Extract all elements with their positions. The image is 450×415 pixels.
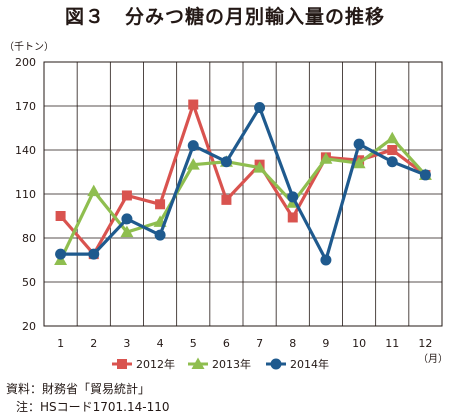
series-2014年 [55, 101, 431, 266]
y-tick-label: 110 [15, 188, 36, 201]
data-point [155, 199, 166, 210]
x-tick-label: 12 [418, 337, 432, 350]
y-tick-label: 20 [22, 320, 36, 333]
chart-title: 図３ 分みつ糖の月別輸入量の推移 [64, 6, 385, 28]
y-axis-label: （千トン） [4, 41, 54, 53]
data-point [319, 152, 333, 164]
x-tick-label: 4 [157, 337, 164, 350]
y-tick-label: 200 [15, 56, 36, 69]
x-tick-label: 6 [223, 337, 230, 350]
data-point [188, 99, 199, 110]
data-point [387, 145, 398, 155]
y-tick-label: 140 [15, 144, 36, 157]
data-point [287, 191, 299, 203]
x-tick-label: 3 [123, 337, 130, 350]
legend-item: 2012年 [112, 357, 175, 371]
hs-code-note: 注：HSコード1701.14-110 [16, 400, 170, 414]
legend-marker [270, 358, 282, 370]
x-tick-label: 10 [352, 337, 366, 350]
x-tick-label: 1 [57, 337, 64, 350]
data-point [187, 140, 199, 152]
x-axis-label: （月） [418, 353, 448, 365]
data-point [220, 156, 232, 168]
data-point [353, 138, 365, 150]
data-point [320, 254, 332, 266]
data-point [121, 213, 133, 225]
y-tick-label: 170 [15, 100, 36, 113]
data-point [55, 211, 66, 221]
legend-item: 2014年 [266, 357, 329, 371]
x-tick-label: 2 [90, 337, 97, 350]
legend-item: 2013年 [188, 357, 251, 371]
data-point [154, 229, 166, 241]
x-tick-label: 5 [190, 337, 197, 350]
x-tick-label: 9 [322, 337, 329, 350]
data-point [253, 161, 267, 173]
data-point [221, 194, 232, 205]
data-point [254, 101, 266, 113]
source-note: 資料：財務省「貿易統計」 [6, 382, 151, 396]
x-tick-label: 11 [385, 337, 399, 350]
data-point [87, 184, 101, 197]
data-point [121, 190, 132, 201]
grid [44, 62, 442, 326]
series-lines [54, 99, 432, 266]
data-point [88, 248, 100, 260]
plot-frame [43, 61, 443, 327]
legend-marker [117, 359, 127, 369]
data-point [186, 158, 200, 170]
data-point [352, 156, 366, 169]
legend-marker [191, 357, 205, 369]
data-point [386, 156, 398, 168]
data-point [287, 212, 298, 223]
data-point [385, 131, 399, 144]
y-tick-label: 80 [22, 232, 36, 245]
x-tick-label: 8 [289, 337, 296, 350]
y-tick-label: 50 [22, 276, 36, 289]
data-point [120, 225, 134, 238]
data-point [419, 169, 431, 181]
series-line [60, 105, 427, 262]
legend: 2012年 2013年 2014年 [112, 357, 329, 371]
x-tick-label: 7 [256, 337, 263, 350]
legend-label: 2013年 [212, 357, 251, 371]
legend-label: 2014年 [290, 357, 329, 371]
data-point [55, 248, 67, 260]
legend-label: 2012年 [136, 357, 175, 371]
